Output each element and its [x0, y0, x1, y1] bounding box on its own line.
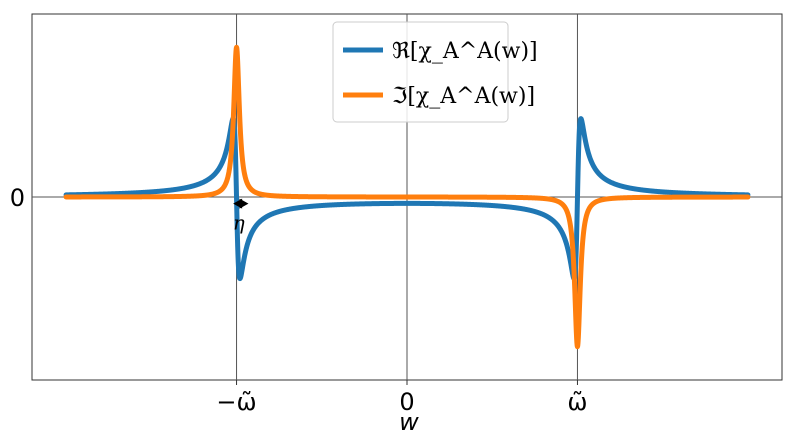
series-line-real — [63, 116, 751, 282]
series-line-imag — [63, 44, 751, 350]
legend-label-imag: ℑ[χ_A^A(w)] — [392, 84, 535, 109]
y-tick-label: 0 — [10, 184, 25, 212]
eta-arrowhead-right — [239, 198, 249, 209]
eta-annotation: η — [233, 198, 249, 235]
legend-label-real: ℜ[χ_A^A(w)] — [392, 39, 538, 64]
eta-label: η — [233, 211, 245, 235]
x-tick-label: −ω̃ — [216, 388, 256, 416]
legend: ℜ[χ_A^A(w)] ℑ[χ_A^A(w)] — [332, 21, 538, 123]
x-tick-label: ω̃ — [567, 388, 587, 416]
x-axis-label: w — [399, 408, 419, 436]
x-tick-label: 0 — [399, 388, 414, 416]
